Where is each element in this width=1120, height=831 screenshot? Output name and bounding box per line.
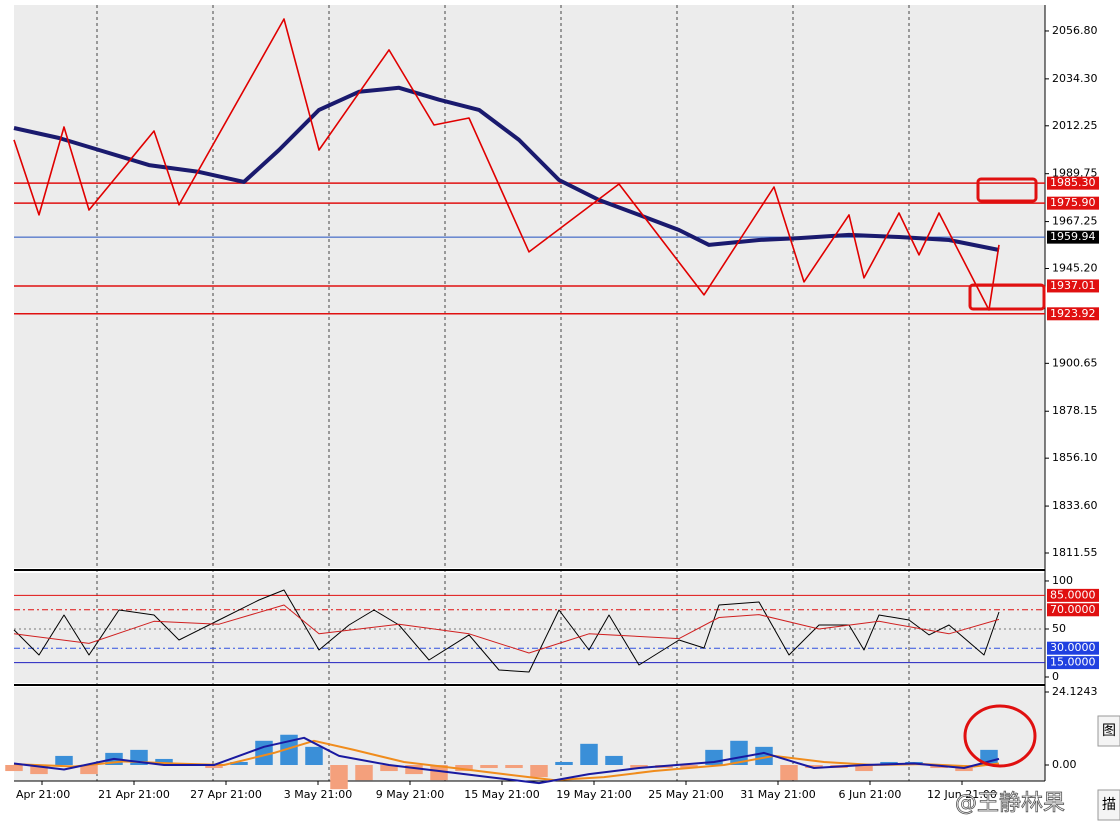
histogram-bar: [5, 764, 23, 772]
histogram-bar: [580, 743, 598, 765]
histogram-bar: [230, 761, 248, 765]
level-label: 1959.94: [1050, 230, 1096, 243]
histogram-bar: [555, 761, 573, 765]
x-tick-label: 25 May 21:00: [648, 788, 723, 801]
y-tick-label: 1878.15: [1052, 404, 1098, 417]
x-tick-label: 6 Jun 21:00: [839, 788, 902, 801]
y-tick-label: 100: [1052, 574, 1073, 587]
histogram-bar: [155, 758, 173, 765]
level-label-bg: [1047, 196, 1099, 210]
histogram-bar: [380, 764, 398, 772]
y-tick-label: 1856.10: [1052, 451, 1098, 464]
histogram-bar: [505, 764, 523, 769]
y-tick-label: 0.00: [1052, 758, 1077, 771]
macd-panel: [14, 687, 1045, 781]
level-label: 70.0000: [1050, 603, 1096, 616]
histogram-bar: [430, 764, 448, 781]
y-tick-label: 2012.25: [1052, 119, 1098, 132]
level-label: 1923.92: [1050, 307, 1096, 320]
x-tick-label: 31 May 21:00: [740, 788, 815, 801]
annotation-box: [976, 177, 1038, 203]
series-line: [13, 736, 1000, 785]
level-label-bg: [1047, 307, 1099, 321]
x-tick-label: 15 May 21:00: [464, 788, 539, 801]
series-line: [13, 85, 1000, 252]
level-label-bg: [1047, 603, 1099, 617]
watermark: @王静林果: [955, 791, 1065, 816]
y-tick-label: 2056.80: [1052, 24, 1098, 37]
histogram-bar: [855, 764, 873, 772]
histogram-bar: [455, 764, 473, 772]
y-tick-label: 1811.55: [1052, 546, 1098, 559]
histogram-bar: [30, 764, 48, 775]
x-tick-label: 27 Apr 21:00: [190, 788, 262, 801]
histogram-bar: [530, 764, 548, 778]
annotation-box: [968, 283, 1046, 311]
histogram-bar: [205, 764, 223, 769]
oscillator-panel: [14, 573, 1045, 683]
y-tick-label: 2034.30: [1052, 72, 1098, 85]
level-label: 30.0000: [1050, 641, 1096, 654]
side-tab-label[interactable]: 描: [1102, 797, 1116, 813]
level-label-bg: [1047, 656, 1099, 670]
level-label-bg: [1047, 279, 1099, 293]
histogram-bar: [55, 755, 73, 765]
histogram-bar: [80, 764, 98, 775]
histogram-bar: [330, 764, 348, 790]
series-line: [13, 18, 1000, 311]
histogram-bar: [305, 746, 323, 765]
histogram-bar: [630, 764, 648, 769]
level-label: 85.0000: [1050, 588, 1096, 601]
x-tick-label: 12 Jun 21:00: [927, 788, 997, 801]
x-tick-label: 19 May 21:00: [556, 788, 631, 801]
histogram-bar: [355, 764, 373, 781]
y-tick-label: 1945.20: [1052, 262, 1098, 275]
level-label-bg: [1047, 176, 1099, 190]
y-tick-label: 1989.75: [1052, 167, 1098, 180]
level-label: 15.0000: [1050, 656, 1096, 669]
x-tick-label: Apr 21:00: [16, 788, 70, 801]
histogram-bar: [605, 755, 623, 765]
side-tab-label[interactable]: 图: [1102, 723, 1116, 739]
y-tick-label: 1900.65: [1052, 356, 1098, 369]
histogram-bar: [755, 746, 773, 765]
y-tick-label: 24.1243: [1052, 685, 1098, 698]
y-tick-label: 0: [1052, 670, 1059, 683]
histogram-bar: [255, 740, 273, 765]
x-tick-label: 21 Apr 21:00: [98, 788, 170, 801]
side-tab[interactable]: [1097, 715, 1120, 747]
level-label-bg: [1047, 588, 1099, 602]
histogram-bar: [405, 764, 423, 775]
y-tick-label: 1967.25: [1052, 215, 1098, 228]
plot: 2056.80 2034.30 2012.25 1989.75 1967.25 1945.…: [5, 18, 1099, 801]
histogram-bar: [805, 764, 823, 769]
histogram-bar: [480, 764, 498, 769]
y-tick-label: 1833.60: [1052, 499, 1098, 512]
level-label-bg: [1047, 230, 1099, 244]
histogram-bar: [680, 764, 698, 769]
level-label: 1985.30: [1050, 176, 1096, 189]
series-line: [13, 604, 1000, 654]
level-label-bg: [1047, 641, 1099, 655]
series-line: [13, 589, 1000, 673]
histogram-bar: [780, 764, 798, 781]
level-label: 1937.01: [1050, 279, 1096, 292]
y-tick-label: 50: [1052, 622, 1066, 635]
level-label: 1975.90: [1050, 196, 1096, 209]
annotation-ellipse: [963, 704, 1037, 768]
x-tick-label: 9 May 21:00: [376, 788, 444, 801]
side-tab[interactable]: [1097, 789, 1120, 821]
x-tick-label: 3 May 21:00: [284, 788, 352, 801]
